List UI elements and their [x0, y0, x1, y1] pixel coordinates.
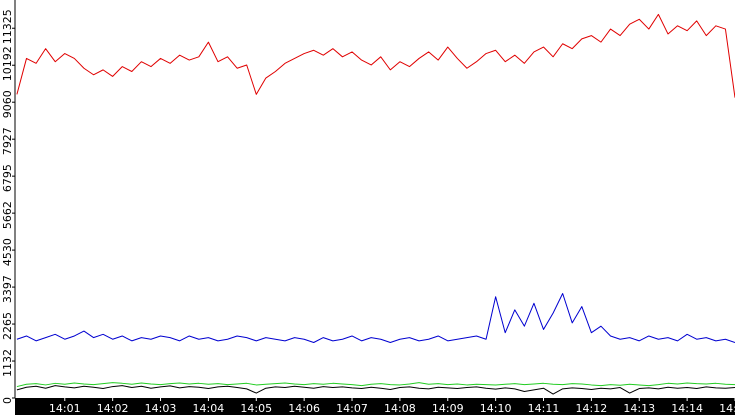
x-tick-label: 14:08	[384, 402, 416, 415]
x-axis-bar	[15, 398, 735, 415]
x-tick-label: 14:11	[528, 402, 560, 415]
series-line	[16, 385, 735, 395]
x-tick-label: 14:15	[719, 402, 735, 415]
series-line	[16, 382, 735, 388]
y-tick-label: 3397	[1, 275, 14, 303]
y-tick-label: 1132	[1, 349, 14, 377]
y-tick-label: 10192	[1, 46, 14, 81]
y-tick-label: 2265	[1, 312, 14, 340]
x-tick-label: 14:01	[49, 402, 81, 415]
x-tick-label: 14:09	[432, 402, 464, 415]
x-tick-label: 14:07	[336, 402, 368, 415]
x-tick-label: 14:10	[480, 402, 512, 415]
series-line	[16, 13, 735, 98]
x-tick-label: 14:05	[240, 402, 272, 415]
y-tick-label: 7927	[1, 127, 14, 155]
y-tick-label: 0	[1, 397, 14, 404]
x-tick-label: 14:06	[288, 402, 320, 415]
series-line	[16, 293, 735, 343]
y-tick-label: 6795	[1, 164, 14, 192]
x-tick-label: 14:04	[193, 402, 225, 415]
y-tick-label: 4530	[1, 238, 14, 266]
y-tick-label: 5662	[1, 201, 14, 229]
y-tick-label: 11325	[1, 9, 14, 44]
x-tick-label: 14:02	[97, 402, 129, 415]
x-tick-label: 14:12	[576, 402, 608, 415]
x-tick-label: 14:14	[671, 402, 703, 415]
x-tick-label: 14:03	[145, 402, 177, 415]
x-tick-label: 14:13	[623, 402, 655, 415]
y-tick-label: 9060	[1, 90, 14, 118]
